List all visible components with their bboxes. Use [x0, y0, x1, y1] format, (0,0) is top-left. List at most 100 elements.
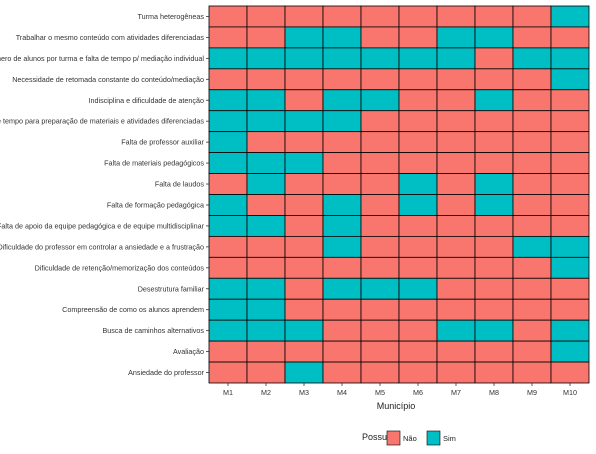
heatmap-cell [360, 5, 400, 28]
heatmap-cell [208, 131, 248, 154]
x-tick-label: M3 [299, 388, 309, 397]
heatmap-cell [360, 110, 400, 133]
heatmap-cell [550, 68, 590, 91]
heatmap-cell [550, 256, 590, 279]
heatmap-cell [246, 131, 286, 154]
heatmap-cell [284, 277, 324, 300]
heatmap-cell [246, 5, 286, 28]
y-tick-label: Trabalhar o mesmo conteúdo com atividade… [16, 33, 205, 42]
heatmap-cell [360, 26, 400, 49]
heatmap-cell [360, 319, 400, 342]
heatmap-cell [322, 89, 362, 112]
y-tick-label: Turma heterogêneas [138, 12, 205, 21]
x-tick-label: M1 [223, 388, 233, 397]
heatmap-cell [512, 215, 552, 237]
heatmap-cell [208, 152, 248, 174]
y-tick-label: Dificuldade do professor em controlar a … [0, 242, 204, 251]
x-tick-label: M4 [337, 388, 347, 397]
heatmap-cell [246, 26, 286, 49]
y-tick-label: Busca de caminhos alternativos [103, 326, 205, 335]
heatmap-cell [550, 235, 590, 258]
heatmap-cell [436, 256, 476, 279]
heatmap-cell [208, 47, 248, 70]
heatmap-cell [284, 152, 324, 174]
heatmap-cell [322, 173, 362, 195]
heatmap-cell [474, 298, 514, 321]
heatmap-cell [398, 152, 438, 174]
heatmap-cell [436, 235, 476, 258]
heatmap-cell [550, 26, 590, 49]
heatmap-cell [398, 173, 438, 195]
heatmap-cell [398, 277, 438, 300]
heatmap-cell [284, 131, 324, 154]
heatmap-cell [322, 194, 362, 216]
y-tick-label: Falta de professor auxiliar [121, 138, 204, 147]
heatmap-cell [550, 361, 590, 384]
heatmap-cell [474, 194, 514, 216]
heatmap-cell [398, 5, 438, 28]
heatmap-cell [246, 298, 286, 321]
x-tick-label: M10 [563, 388, 577, 397]
heatmap-cell [246, 361, 286, 384]
heatmap-cell [512, 110, 552, 133]
heatmap-cell [246, 235, 286, 258]
heatmap-cell [246, 277, 286, 300]
heatmap-cell [360, 256, 400, 279]
heatmap-cell [246, 215, 286, 237]
heatmap-cell [550, 89, 590, 112]
legend-label: Sim [443, 434, 456, 443]
heatmap-cell [512, 298, 552, 321]
heatmap-cell [322, 235, 362, 258]
heatmap-cell [512, 319, 552, 342]
heatmap-cell [398, 26, 438, 49]
heatmap-cell [512, 340, 552, 363]
heatmap-cell [284, 298, 324, 321]
heatmap-cell [474, 47, 514, 70]
heatmap-cell [436, 173, 476, 195]
heatmap-cell [398, 194, 438, 216]
heatmap-cell [398, 131, 438, 154]
heatmap-cell [474, 5, 514, 28]
heatmap-cell [246, 152, 286, 174]
heatmap-cell [322, 256, 362, 279]
heatmap-cell [208, 361, 248, 384]
heatmap-cell [208, 215, 248, 237]
x-tick-label: M6 [413, 388, 423, 397]
heatmap-cell [512, 173, 552, 195]
y-tick-label: Falta de tempo para preparação de materi… [0, 117, 204, 126]
heatmap-cell [550, 340, 590, 363]
heatmap-cell [322, 131, 362, 154]
heatmap-cell [398, 68, 438, 91]
heatmap-cell [284, 68, 324, 91]
heatmap-cell [246, 110, 286, 133]
heatmap-cell [246, 194, 286, 216]
heatmap-cell [322, 340, 362, 363]
y-tick-label: Falta de formação pedagógica [107, 200, 204, 209]
heatmap-cell [360, 68, 400, 91]
y-tick-label: Falta de laudos [155, 180, 205, 189]
heatmap-cell [398, 235, 438, 258]
heatmap-cell [474, 89, 514, 112]
y-tick-label: Falta de apoio da equipe pedagógica e de… [0, 221, 205, 230]
heatmap-cell [322, 277, 362, 300]
heatmap-cell [398, 110, 438, 133]
heatmap-cell [284, 26, 324, 49]
heatmap-cell [436, 5, 476, 28]
heatmap-cell [322, 5, 362, 28]
x-tick-label: M2 [261, 388, 271, 397]
heatmap-cell [360, 277, 400, 300]
heatmap-cell [360, 173, 400, 195]
heatmap-cell [474, 361, 514, 384]
heatmap-cell [284, 173, 324, 195]
heatmap-cell [512, 235, 552, 258]
heatmap-cell [436, 298, 476, 321]
heatmap-cell [474, 131, 514, 154]
heatmap-cell [550, 319, 590, 342]
heatmap-cell [512, 131, 552, 154]
heatmap-cell [550, 298, 590, 321]
heatmap-cell [208, 5, 248, 28]
heatmap-cell [550, 110, 590, 133]
heatmap-cell [550, 173, 590, 195]
heatmap-cell [512, 361, 552, 384]
heatmap-cell [284, 110, 324, 133]
